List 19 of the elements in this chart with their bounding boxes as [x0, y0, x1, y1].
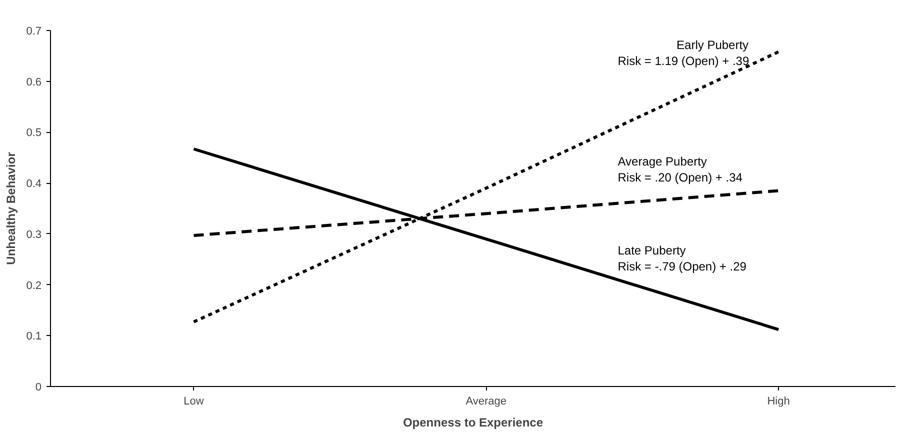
y-tick-label: 0.2 [26, 280, 42, 292]
y-tick-label: 0 [35, 382, 42, 394]
text: Average Puberty [618, 154, 707, 169]
x-tick-label: Low [184, 396, 204, 408]
annotation: Risk = 1.19 (Open) + .39 [618, 54, 750, 68]
y-tick-label: 0.6 [26, 76, 42, 88]
series-label: Early Puberty [676, 38, 749, 52]
y-tick-label: 0.3 [26, 228, 42, 241]
y-axis-title: Unhealthy Behavior [4, 152, 18, 265]
x-tick-label: High [767, 396, 790, 408]
y-tick-label: 0.1 [26, 330, 42, 343]
y-tick-label: 0.4 [26, 178, 42, 190]
annotation: Risk = .20 (Open) + .34 [618, 170, 743, 185]
y-tick-label: 0.5 [26, 127, 42, 140]
series-label: Late Puberty [618, 244, 686, 258]
x-tick-label: Average [466, 396, 507, 408]
x-axis-title: Openness to Experience [402, 416, 544, 430]
y-tick-label: 0.7 [26, 26, 42, 38]
annotation: Risk = -.79 (Open) + .29 [618, 260, 747, 274]
